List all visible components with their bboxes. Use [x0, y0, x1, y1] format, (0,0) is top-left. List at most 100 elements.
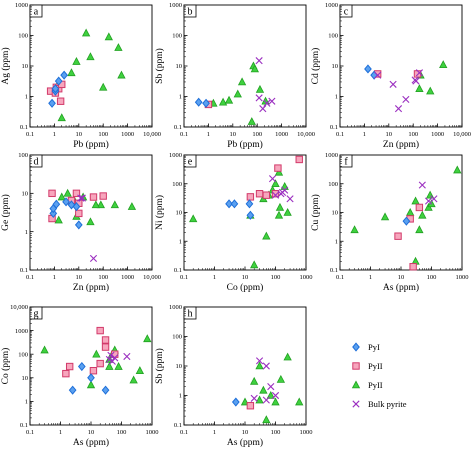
- y-axis-label: Cu (ppm): [310, 194, 321, 231]
- data-point-bulk: [271, 391, 280, 400]
- data-point-pyiii: [86, 380, 96, 389]
- data-point-pyi: [52, 199, 61, 209]
- x-tick-label: 1: [363, 131, 366, 138]
- y-tick-label: 0.1: [174, 124, 182, 131]
- y-tick-label: 1: [179, 94, 182, 101]
- data-point-pyiii: [86, 217, 95, 226]
- data-point-pyi: [77, 361, 86, 372]
- x-tick-label: 10: [242, 274, 249, 281]
- y-axis-label: Co (ppm): [0, 348, 11, 385]
- x-tick-label: 100: [98, 274, 108, 281]
- panel-e: e 0.1 1 10 100 1000 0.1 1 10 100 1000 Co (ppm) Ni (p…: [154, 152, 313, 293]
- y-tick-label: 0.1: [330, 124, 338, 131]
- y-tick-label: 100: [18, 351, 28, 358]
- x-tick-label: 0.1: [180, 131, 188, 138]
- plot-frame: [339, 154, 463, 271]
- plot-frame: [29, 306, 153, 426]
- data-point-bulk: [89, 254, 98, 263]
- data-point-bulk: [262, 362, 270, 370]
- x-tick-label: 0.1: [26, 131, 34, 138]
- y-axis-label: Ag (ppm): [0, 47, 11, 84]
- data-point-pyii: [271, 190, 280, 198]
- data-point-pyi: [225, 199, 233, 209]
- data-point-pyii: [295, 155, 303, 164]
- x-axis-label: Co (ppm): [227, 282, 264, 293]
- y-tick-label: 1: [335, 238, 338, 245]
- y-tick-label: 10,000: [10, 304, 28, 311]
- data-point-pyiii: [67, 68, 76, 77]
- data-point-bulk: [108, 357, 116, 365]
- data-point-pyiii: [262, 231, 271, 240]
- x-tick-label: 1000: [431, 131, 444, 138]
- panel-letter-box: [339, 4, 353, 18]
- data-point-bulk: [267, 383, 275, 391]
- data-point-bulk: [402, 95, 410, 104]
- x-tick-label: 1: [213, 429, 216, 436]
- data-point-pyii: [96, 326, 104, 335]
- data-point-pyii: [101, 343, 110, 351]
- data-point-pyiii: [380, 212, 390, 221]
- data-point-pyiii: [255, 361, 264, 370]
- data-point-bulk: [394, 105, 403, 113]
- data-point-pyii: [48, 189, 56, 198]
- x-axis-label: As (ppm): [227, 437, 263, 448]
- x-tick-label: 10,000: [297, 131, 315, 138]
- data-point-pyii: [62, 369, 70, 378]
- data-point-pyiii: [57, 192, 66, 201]
- y-tick-label: 100: [172, 334, 182, 341]
- panel-letter: h: [188, 309, 193, 320]
- data-point-pyiii: [439, 60, 448, 69]
- x-tick-label: 1000: [300, 429, 313, 436]
- y-axis-label: Cd (ppm): [310, 48, 321, 85]
- data-point-pyiii: [224, 95, 234, 104]
- y-tick-label: 1000: [15, 2, 28, 9]
- data-point-pyi: [364, 64, 372, 74]
- data-point-pyi: [62, 197, 70, 207]
- data-point-pyiii: [276, 374, 286, 383]
- x-axis-label: As (ppm): [73, 437, 109, 448]
- x-tick-label: 1000: [121, 131, 134, 138]
- data-point-pyiii: [262, 415, 271, 424]
- x-tick-label: 100: [427, 274, 437, 281]
- data-point-pyiii: [54, 215, 63, 224]
- y-tick-label: 0.1: [20, 124, 28, 131]
- data-point-pyiii: [250, 376, 259, 385]
- data-point-pyii: [246, 193, 255, 201]
- y-tick-label: 1: [25, 399, 28, 406]
- legend: PyI PyII PyII Bulk pyrite: [351, 342, 407, 409]
- x-axis-label: As (ppm): [383, 282, 419, 293]
- data-point-pyiii: [105, 361, 114, 370]
- x-tick-label: 10,000: [453, 131, 471, 138]
- data-point-pyiii: [274, 210, 284, 219]
- data-point-pyiii: [127, 202, 137, 210]
- data-point-pyiii: [96, 200, 106, 209]
- data-point-pyiii: [237, 77, 247, 86]
- data-point-pyi: [48, 98, 56, 108]
- data-point-bulk: [123, 352, 131, 361]
- data-point-pyiii: [271, 179, 280, 188]
- plot-frame: [183, 306, 307, 426]
- y-tick-label: 1000: [325, 152, 338, 159]
- x-tick-label: 10,000: [143, 274, 161, 281]
- data-point-pyiii: [114, 43, 123, 51]
- data-point-bulk: [412, 77, 420, 85]
- x-tick-label: 1000: [300, 274, 313, 281]
- x-tick-label: 1: [213, 274, 216, 281]
- data-point-pyiii: [415, 84, 424, 93]
- data-point-pyiii: [411, 196, 420, 205]
- data-point-pyi: [246, 210, 255, 220]
- data-point-pyi: [194, 97, 203, 107]
- x-tick-label: 1000: [121, 274, 134, 281]
- data-point-pyiii: [415, 225, 424, 234]
- data-point-pyiii: [453, 165, 462, 174]
- data-point-bulk: [277, 190, 285, 198]
- y-tick-label: 1: [179, 393, 182, 400]
- data-point-pyii: [274, 164, 282, 172]
- data-point-pyiii: [295, 397, 304, 406]
- y-tick-label: 10: [22, 63, 29, 70]
- x-tick-label: 1000: [456, 274, 469, 281]
- panel-letter-box: [183, 306, 197, 320]
- x-tick-label: 0.1: [180, 274, 188, 281]
- data-point-pyi: [67, 200, 76, 210]
